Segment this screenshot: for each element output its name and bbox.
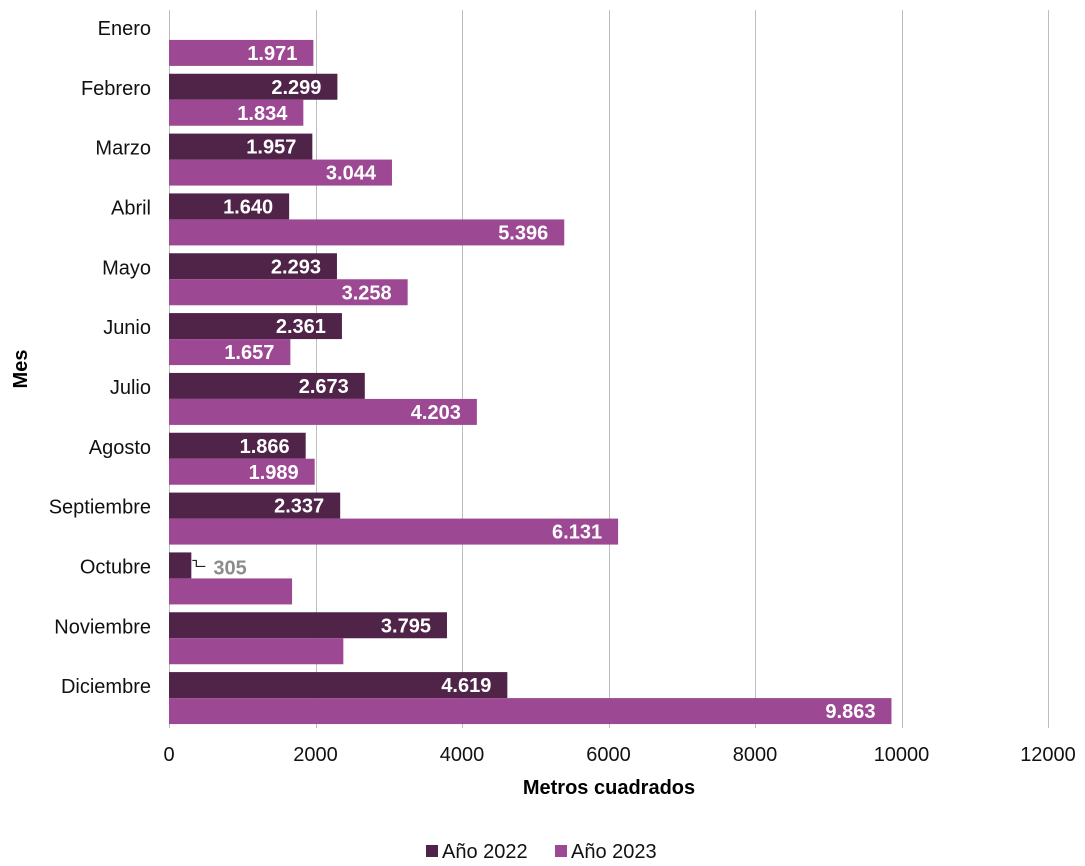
x-tick-label: 4000 xyxy=(440,744,485,766)
data-label: 5.396 xyxy=(498,222,548,244)
bar-2023 xyxy=(169,99,304,126)
category-label: Mayo xyxy=(102,257,151,279)
bar-2023 xyxy=(169,398,477,425)
bar-2022 xyxy=(169,432,306,459)
bar-2022 xyxy=(169,492,341,519)
bar-2022 xyxy=(169,372,365,399)
category-label: Diciembre xyxy=(61,676,151,698)
category-label: Julio xyxy=(110,377,151,399)
data-label: 3.795 xyxy=(381,615,431,637)
bar-2022 xyxy=(169,133,313,160)
data-label: 3.044 xyxy=(326,163,377,185)
data-label: 1.989 xyxy=(249,462,299,484)
bar-2023 xyxy=(169,698,892,725)
category-label: Octubre xyxy=(80,556,151,578)
data-label: 3.258 xyxy=(342,282,392,304)
category-label: Febrero xyxy=(81,78,151,100)
x-tick-labels: 0 2000 4000 6000 8000 10000 12000 xyxy=(163,744,1075,766)
data-label: 4.619 xyxy=(441,675,491,697)
bar-2022 xyxy=(169,612,447,639)
y-axis-title: Mes xyxy=(10,350,32,389)
bar-2022 xyxy=(169,313,342,340)
bar-2023 xyxy=(169,339,291,366)
category-label: Abril xyxy=(111,197,151,219)
bar-2023 xyxy=(169,518,619,545)
data-label: 1.657 xyxy=(224,342,274,364)
x-tick-label: 12000 xyxy=(1020,744,1076,766)
x-tick-label: 10000 xyxy=(874,744,930,766)
data-label: 2.337 xyxy=(274,496,324,518)
category-labels: Enero Febrero Marzo Abril Mayo Junio Julio Agos… xyxy=(49,18,151,698)
category-label: Septiembre xyxy=(49,497,151,519)
data-label: 305 xyxy=(213,557,246,579)
x-tick-label: 0 xyxy=(163,744,174,766)
data-label: 1.957 xyxy=(246,137,296,159)
data-label: 9.863 xyxy=(825,701,875,723)
data-label: 2.293 xyxy=(271,256,321,278)
bar-2022 xyxy=(169,672,508,699)
x-tick-label: 6000 xyxy=(586,744,631,766)
x-tick-label: 2000 xyxy=(293,744,338,766)
data-labels: 1.971 2.299 1.834 1.957 3.044 1.640 5.396 2.293… xyxy=(192,43,875,723)
bar-2023 xyxy=(169,638,344,665)
data-label: 2.361 xyxy=(276,316,326,338)
category-label: Marzo xyxy=(95,138,151,160)
category-label: Noviembre xyxy=(54,616,151,638)
legend-swatch xyxy=(555,845,567,857)
data-label: 6.131 xyxy=(552,522,602,544)
legend-swatch xyxy=(426,845,438,857)
legend-label: Año 2023 xyxy=(571,841,657,863)
bar-2023 xyxy=(169,578,293,605)
category-label: Junio xyxy=(103,317,151,339)
bar-2023 xyxy=(169,39,314,66)
bar-2023 xyxy=(169,279,408,306)
bar-2022 xyxy=(169,73,338,100)
data-label: 2.299 xyxy=(271,77,321,99)
data-label: 1.834 xyxy=(237,103,288,125)
data-label: 1.971 xyxy=(247,43,297,65)
legend: Año 2022 Año 2023 xyxy=(426,841,657,863)
bar-2023 xyxy=(169,219,565,246)
data-label: 1.640 xyxy=(223,196,273,218)
x-tick-label: 8000 xyxy=(733,744,778,766)
category-label: Enero xyxy=(98,18,151,40)
x-axis-title: Metros cuadrados xyxy=(523,777,695,799)
bar-2023 xyxy=(169,159,392,186)
gridlines xyxy=(169,10,1049,728)
legend-label: Año 2022 xyxy=(442,841,528,863)
bar-2022 xyxy=(169,253,337,280)
leader-line xyxy=(192,559,206,568)
category-label: Agosto xyxy=(89,437,151,459)
bar-2023 xyxy=(169,458,315,485)
bar-2022 xyxy=(169,193,290,220)
bars xyxy=(169,39,892,725)
data-label: 1.866 xyxy=(240,436,290,458)
bar-2022 xyxy=(169,552,192,579)
data-label: 2.673 xyxy=(299,376,349,398)
data-label: 4.203 xyxy=(411,402,461,424)
